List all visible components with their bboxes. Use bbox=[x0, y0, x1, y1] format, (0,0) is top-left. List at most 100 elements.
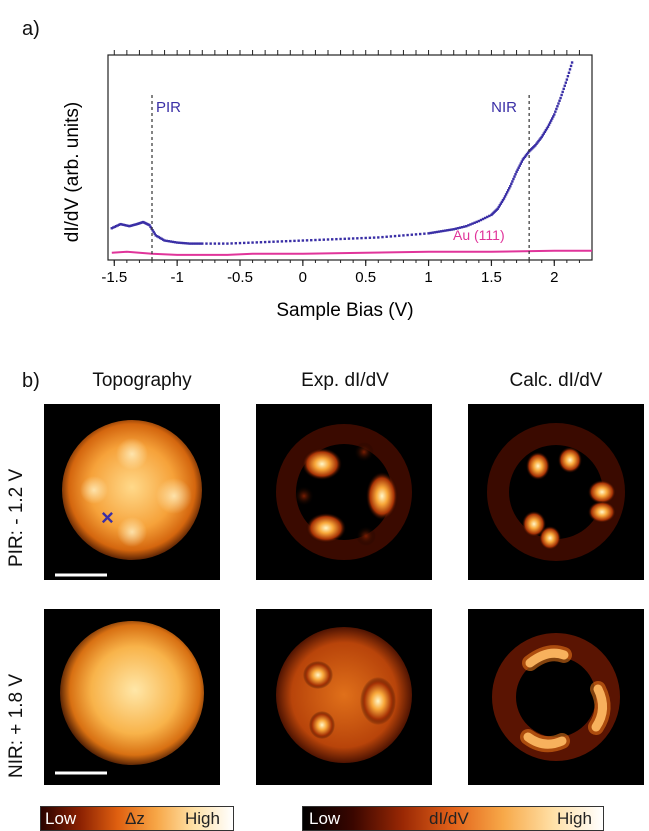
data-point bbox=[230, 242, 233, 245]
annotation-layer: PIR NIR bbox=[151, 95, 530, 260]
data-point bbox=[116, 224, 119, 227]
data-point bbox=[486, 215, 489, 219]
data-point bbox=[305, 239, 309, 242]
colorbar-high-label: High bbox=[557, 809, 592, 828]
data-point bbox=[129, 224, 132, 228]
data-point bbox=[473, 221, 476, 224]
data-point bbox=[568, 68, 572, 71]
data-point bbox=[442, 229, 445, 233]
calc-didv-pir-image bbox=[468, 404, 644, 580]
column-title-calc-didv: Calc. dI/dV bbox=[509, 370, 603, 391]
data-point bbox=[534, 144, 537, 147]
data-point bbox=[310, 238, 313, 242]
data-point bbox=[549, 119, 553, 122]
data-point bbox=[247, 241, 250, 244]
data-point bbox=[439, 230, 443, 233]
data-point bbox=[469, 223, 472, 226]
data-point bbox=[504, 193, 508, 196]
data-point bbox=[343, 237, 346, 241]
data-point bbox=[280, 240, 284, 243]
data-point bbox=[566, 74, 570, 78]
data-point bbox=[535, 142, 538, 146]
data-point bbox=[173, 241, 177, 244]
data-point bbox=[134, 223, 137, 226]
data-point bbox=[502, 197, 506, 200]
data-point bbox=[398, 234, 401, 237]
data-point bbox=[133, 223, 136, 227]
panel-b-label: b) bbox=[22, 370, 40, 392]
data-point bbox=[160, 237, 163, 241]
data-point bbox=[163, 239, 166, 242]
data-point bbox=[165, 239, 168, 243]
data-point bbox=[226, 242, 229, 245]
data-point bbox=[488, 214, 491, 218]
data-point bbox=[112, 226, 115, 229]
data-point bbox=[516, 168, 519, 171]
data-point bbox=[131, 223, 135, 227]
data-point bbox=[234, 242, 238, 245]
data-point bbox=[465, 224, 468, 228]
plot-frame bbox=[107, 54, 593, 261]
didv-colorbar: Low dI/dV High bbox=[302, 806, 604, 831]
topography-pir-image: × bbox=[44, 404, 220, 580]
data-point bbox=[158, 236, 162, 240]
data-point bbox=[186, 242, 189, 245]
data-point bbox=[169, 240, 173, 243]
data-point bbox=[519, 162, 522, 165]
data-point bbox=[538, 138, 541, 141]
data-point bbox=[570, 61, 574, 64]
data-point bbox=[525, 152, 529, 156]
data-point bbox=[182, 241, 185, 245]
data-point bbox=[356, 237, 359, 240]
data-point bbox=[435, 230, 439, 234]
data-point bbox=[238, 241, 242, 245]
data-point bbox=[437, 230, 441, 233]
data-point bbox=[314, 238, 317, 242]
data-point bbox=[184, 242, 187, 245]
data-point bbox=[272, 240, 275, 243]
data-point bbox=[217, 242, 221, 245]
data-point bbox=[153, 232, 156, 235]
data-point bbox=[452, 228, 455, 231]
data-point bbox=[156, 235, 159, 238]
data-point bbox=[242, 241, 246, 245]
au111-series bbox=[111, 249, 592, 256]
data-point bbox=[330, 238, 334, 241]
x-tick-label: -0.5 bbox=[227, 269, 253, 286]
data-point bbox=[539, 137, 542, 140]
data-point bbox=[562, 87, 565, 91]
data-point bbox=[151, 229, 154, 232]
data-point bbox=[192, 242, 196, 245]
data-point bbox=[301, 239, 305, 242]
data-point bbox=[548, 121, 552, 124]
data-point bbox=[171, 240, 175, 244]
colorbar-mid-label: dI/dV bbox=[429, 809, 469, 828]
data-point bbox=[402, 234, 405, 237]
data-point bbox=[263, 240, 267, 244]
data-point bbox=[554, 110, 557, 113]
data-point bbox=[410, 233, 414, 236]
data-point bbox=[454, 227, 458, 230]
data-point bbox=[167, 240, 170, 243]
data-point bbox=[545, 127, 549, 130]
data-point bbox=[406, 233, 409, 237]
data-point bbox=[556, 105, 559, 108]
data-point bbox=[190, 242, 194, 245]
annotation-label: PIR bbox=[156, 99, 181, 116]
x-tick-label: 1 bbox=[424, 269, 432, 286]
exp-didv-nir-image bbox=[256, 609, 432, 785]
data-point bbox=[560, 93, 563, 97]
data-point bbox=[126, 224, 130, 228]
data-point bbox=[427, 232, 430, 235]
data-point bbox=[537, 139, 540, 143]
data-point bbox=[196, 242, 200, 245]
data-point bbox=[152, 230, 155, 234]
data-point bbox=[521, 158, 525, 161]
data-point bbox=[178, 241, 181, 244]
data-point bbox=[540, 135, 543, 139]
data-point bbox=[364, 236, 367, 240]
data-point bbox=[149, 225, 152, 229]
data-point bbox=[175, 241, 179, 244]
row-title-pir: PIR: - 1.2 V bbox=[6, 468, 27, 567]
annotation-label: NIR bbox=[491, 99, 517, 116]
